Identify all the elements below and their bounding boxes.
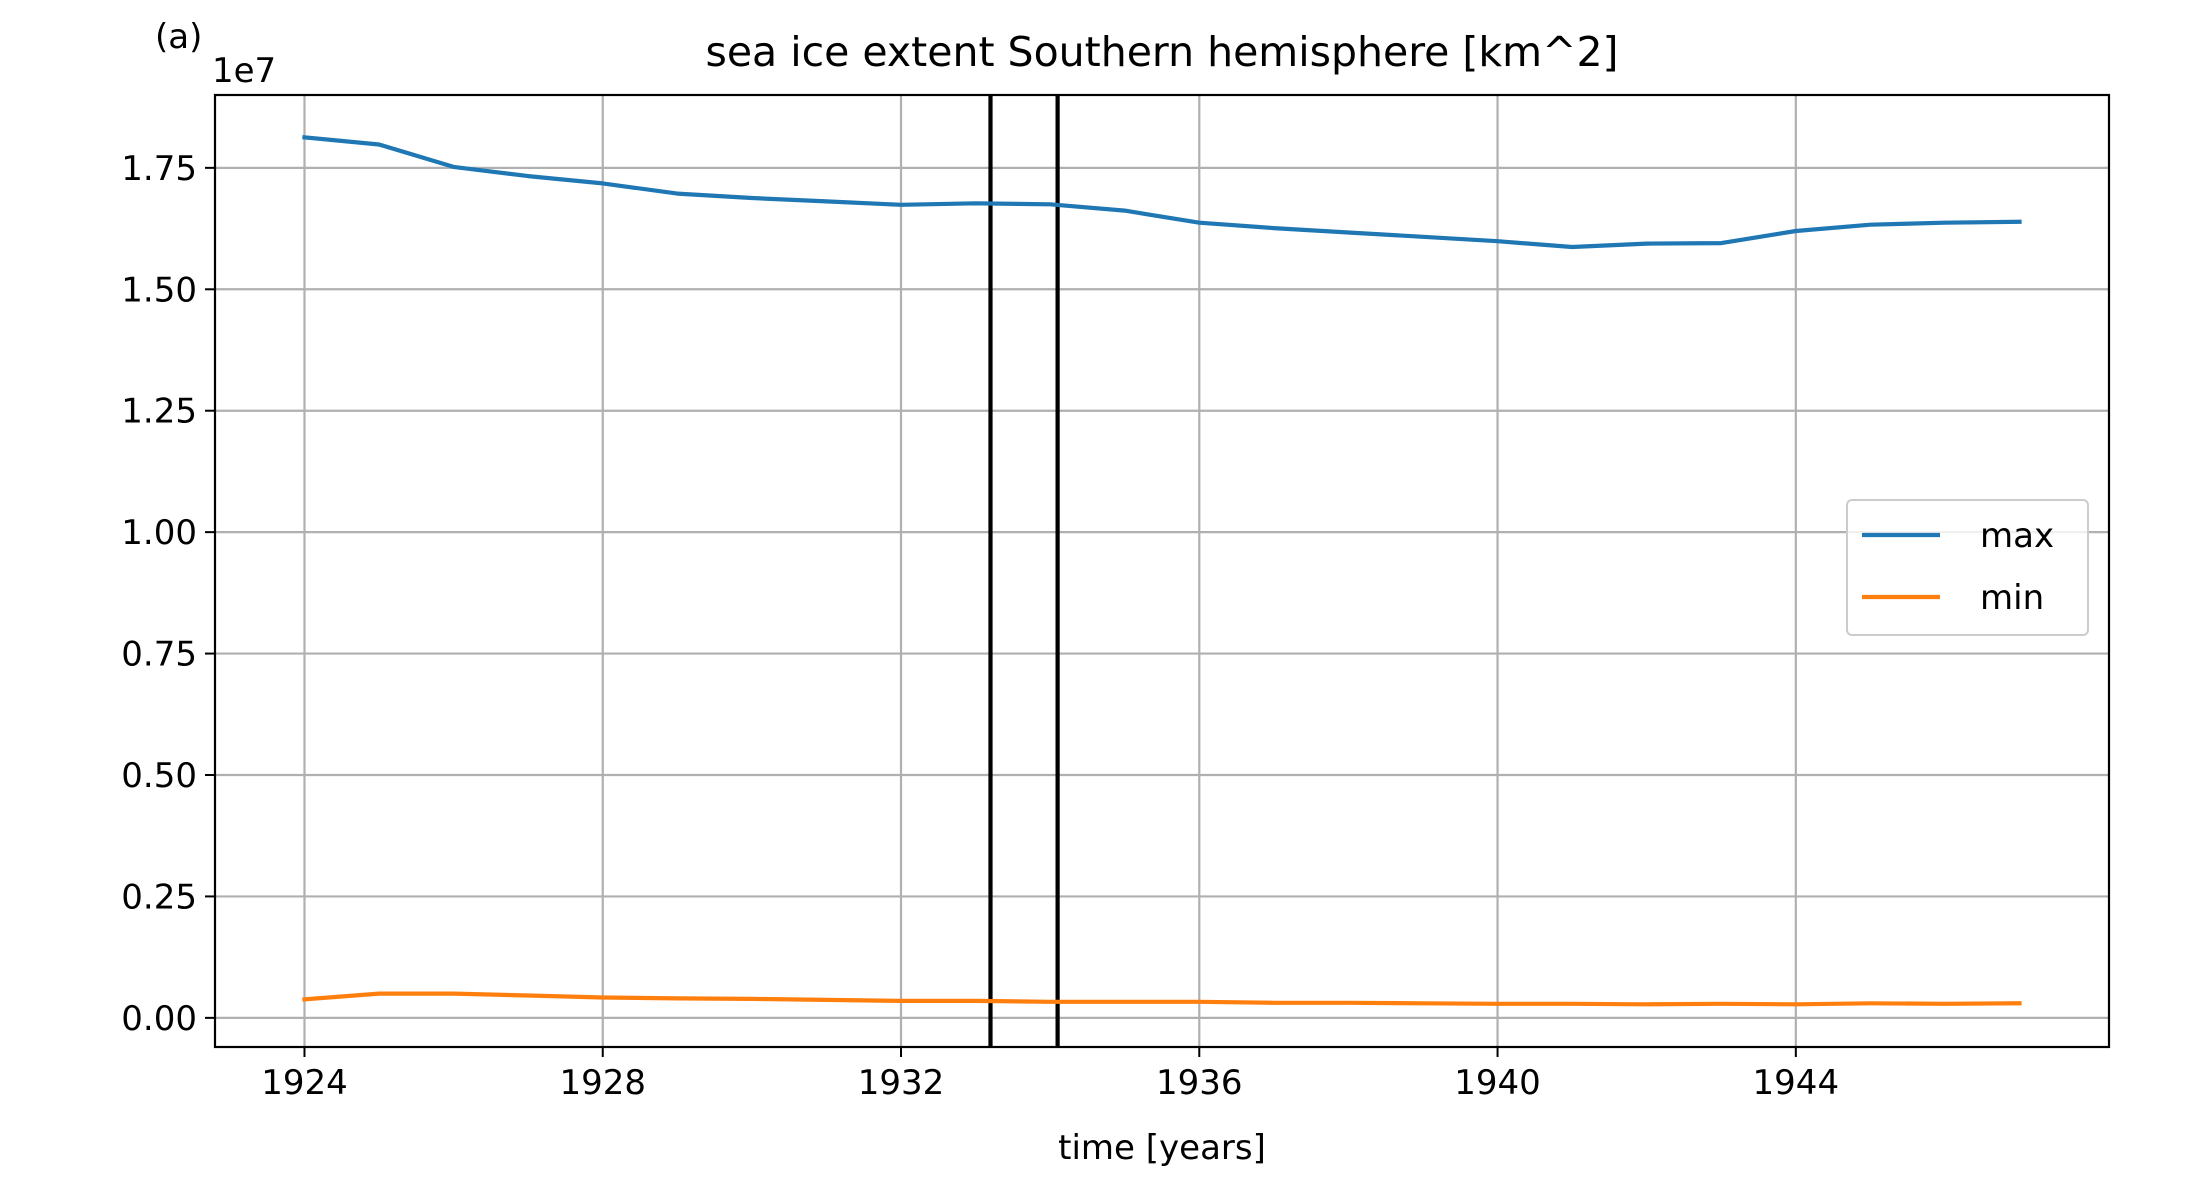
y-tick-label: 1.75 [121,149,197,189]
legend: max min [1846,499,2089,636]
y-tick-label: 0.75 [121,635,197,675]
x-axis-label: time [years] [1058,1128,1266,1168]
series-line-min [302,991,2022,1007]
panel-label: (a) [155,17,202,57]
series-group [302,135,2022,1007]
y-axis: 0.00 0.25 0.50 0.75 1.00 1.25 1.50 1.75 [121,149,215,1039]
grid [215,95,2109,1047]
legend-label-max: max [1980,516,2054,556]
y-tick-label: 1.25 [121,392,197,432]
legend-label-min: min [1980,578,2044,618]
y-tick-label: 0.25 [121,877,197,917]
x-tick-label: 1924 [261,1063,348,1103]
chart-title: sea ice extent Southern hemisphere [km^2… [705,28,1618,76]
y-offset-label: 1e7 [212,51,276,91]
y-tick-label: 0.00 [121,999,197,1039]
plot-frame [213,93,2111,1049]
x-tick-label: 1944 [1753,1063,1840,1103]
y-tick-label: 0.50 [121,756,197,796]
x-tick-label: 1940 [1454,1063,1541,1103]
x-tick-label: 1936 [1156,1063,1243,1103]
y-tick-label: 1.50 [121,270,197,310]
vertical-markers [988,95,1060,1047]
x-tick-label: 1928 [559,1063,646,1103]
x-tick-label: 1932 [858,1063,945,1103]
x-axis: 1924 1928 1932 1936 1940 1944 [261,1047,1839,1103]
series-line-max [302,135,2022,250]
y-tick-label: 1.00 [121,513,197,553]
